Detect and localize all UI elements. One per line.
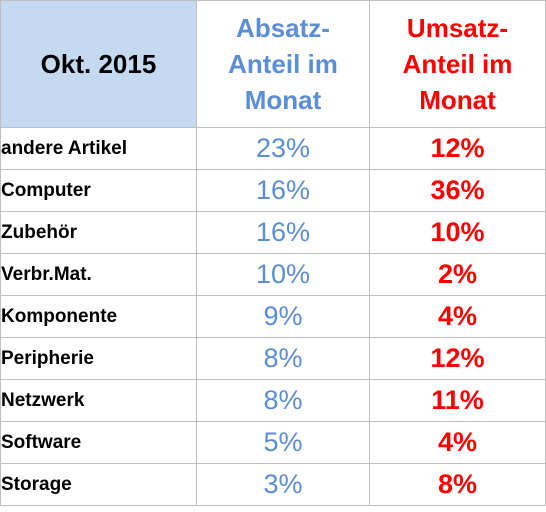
category-label: Computer bbox=[0, 169, 197, 212]
umsatz-header-line: Anteil im bbox=[402, 49, 513, 79]
umsatz-share: 4% bbox=[369, 421, 546, 464]
umsatz-share: 10% bbox=[369, 211, 546, 254]
absatz-share: 16% bbox=[196, 169, 370, 212]
category-label: Netzwerk bbox=[0, 379, 197, 422]
umsatz-header-line: Monat bbox=[419, 85, 496, 115]
absatz-share: 3% bbox=[196, 463, 370, 506]
umsatz-share: 12% bbox=[369, 127, 546, 170]
umsatz-header-line: Umsatz- bbox=[406, 13, 509, 43]
absatz-header-line: Absatz- bbox=[236, 13, 330, 43]
table-row: Peripherie 8% 12% bbox=[0, 337, 546, 380]
table-row: Komponente 9% 4% bbox=[0, 295, 546, 338]
umsatz-share: 12% bbox=[369, 337, 546, 380]
absatz-share: 23% bbox=[196, 127, 370, 170]
category-label: Verbr.Mat. bbox=[0, 253, 197, 296]
category-label: andere Artikel bbox=[0, 127, 197, 170]
absatz-share: 8% bbox=[196, 337, 370, 380]
absatz-share: 10% bbox=[196, 253, 370, 296]
absatz-share: 16% bbox=[196, 211, 370, 254]
umsatz-header: Umsatz- Anteil im Monat bbox=[369, 0, 546, 128]
table-row: Zubehör 16% 10% bbox=[0, 211, 546, 254]
table-row: Computer 16% 36% bbox=[0, 169, 546, 212]
absatz-share: 8% bbox=[196, 379, 370, 422]
category-label: Software bbox=[0, 421, 197, 464]
category-label: Zubehör bbox=[0, 211, 197, 254]
table-row: Software 5% 4% bbox=[0, 421, 546, 464]
table-row: Netzwerk 8% 11% bbox=[0, 379, 546, 422]
table-row: Verbr.Mat. 10% 2% bbox=[0, 253, 546, 296]
umsatz-share: 36% bbox=[369, 169, 546, 212]
table-row: Storage 3% 8% bbox=[0, 463, 546, 506]
absatz-header: Absatz- Anteil im Monat bbox=[196, 0, 370, 128]
umsatz-share: 4% bbox=[369, 295, 546, 338]
absatz-share: 5% bbox=[196, 421, 370, 464]
absatz-header-line: Anteil im bbox=[228, 49, 338, 79]
header-row: Okt. 2015 Absatz- Anteil im Monat Umsatz… bbox=[0, 0, 546, 128]
absatz-share: 9% bbox=[196, 295, 370, 338]
category-label: Storage bbox=[0, 463, 197, 506]
table-row: andere Artikel 23% 12% bbox=[0, 127, 546, 170]
period-header: Okt. 2015 bbox=[0, 0, 197, 128]
absatz-header-line: Monat bbox=[244, 85, 322, 115]
umsatz-share: 2% bbox=[369, 253, 546, 296]
umsatz-share: 11% bbox=[369, 379, 546, 422]
umsatz-share: 8% bbox=[369, 463, 546, 506]
category-label: Komponente bbox=[0, 295, 197, 338]
category-label: Peripherie bbox=[0, 337, 197, 380]
